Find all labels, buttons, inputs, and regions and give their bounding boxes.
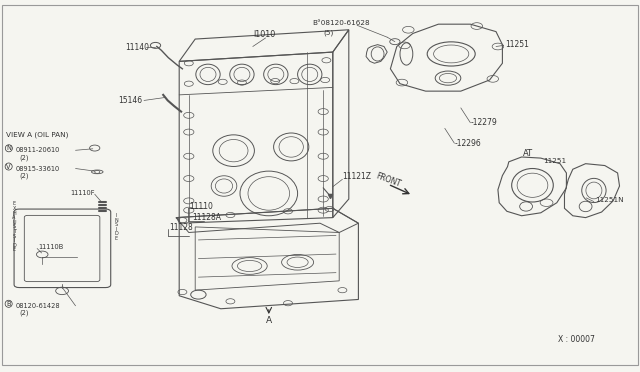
Text: (5): (5): [323, 29, 333, 36]
Text: 11251: 11251: [506, 40, 529, 49]
Text: V: V: [6, 164, 11, 170]
Text: B°08120-61628: B°08120-61628: [312, 20, 370, 26]
Text: A: A: [266, 316, 272, 325]
Text: 15146: 15146: [118, 96, 143, 105]
Text: N: N: [6, 145, 12, 151]
Text: 11251: 11251: [543, 158, 566, 164]
Text: VIEW A (OIL PAN): VIEW A (OIL PAN): [6, 131, 68, 138]
Text: 11140: 11140: [125, 43, 149, 52]
Text: 11128A: 11128A: [192, 213, 221, 222]
Text: I
N
S
I
D
E: I N S I D E: [115, 213, 118, 241]
Text: 11110B: 11110B: [38, 244, 63, 250]
Text: 08915-33610: 08915-33610: [16, 166, 60, 171]
Text: E
X
H
A
U
S
T
S
I
D
E: E X H A U S T S I D E: [12, 201, 16, 253]
Text: -12296: -12296: [454, 139, 481, 148]
Text: 11128: 11128: [170, 223, 193, 232]
Text: 08911-20610: 08911-20610: [16, 147, 60, 153]
Text: 08120-61428: 08120-61428: [16, 303, 61, 309]
Text: 11251N: 11251N: [595, 197, 624, 203]
Text: FRONT: FRONT: [374, 172, 402, 189]
Text: X : 00007: X : 00007: [558, 335, 595, 344]
Text: AT: AT: [523, 149, 533, 158]
Text: (2): (2): [19, 310, 29, 317]
Text: 11121Z: 11121Z: [342, 172, 371, 181]
Text: B: B: [6, 301, 11, 307]
Text: (2): (2): [19, 154, 29, 161]
Text: -12279: -12279: [470, 118, 497, 127]
Text: (2): (2): [19, 172, 29, 179]
Text: I1010: I1010: [253, 30, 275, 39]
Text: 11110F: 11110F: [70, 190, 95, 196]
Text: 11110: 11110: [189, 202, 212, 211]
